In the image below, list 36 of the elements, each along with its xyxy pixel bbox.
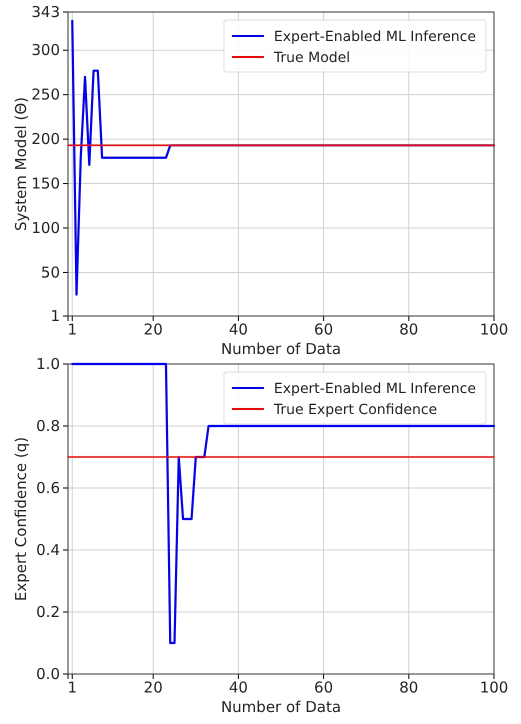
y-tick-label: 0.0 [36,664,60,683]
x-tick-label: 100 [480,320,508,339]
x-tick-label: 60 [314,678,334,697]
x-tick-label: 40 [228,320,248,339]
y-tick-label: 100 [31,218,60,237]
line-series [71,362,496,644]
x-axis-title: Number of Data [220,698,342,716]
x-tick-label: 20 [144,678,163,697]
y-tick-label: 150 [31,174,60,192]
y-tick-label: 0.2 [36,602,60,621]
x-tick-label: 100 [480,678,508,697]
y-tick-label: 0.4 [36,540,60,559]
y-tick-label: 1 [50,306,60,325]
y-tick-label: 250 [31,85,60,104]
y-axis-title: Expert Confidence (q) [12,436,30,602]
y-tick-label: 50 [40,263,60,282]
x-tick-label: 1 [67,678,78,697]
x-tick-label: 1 [67,320,78,339]
x-tick-label: 80 [399,320,418,339]
y-tick-label: 1.0 [36,354,60,373]
y-tick-label: 200 [31,130,60,148]
x-tick-label: 80 [399,678,418,697]
legend-label: Expert-Enabled ML Inference [274,29,476,45]
x-tick-label: 20 [144,320,163,339]
legend-label: True Expert Confidence [272,402,438,418]
x-tick-label: 40 [228,678,248,697]
legend-label: True Model [272,50,350,66]
legend-label: Expert-Enabled ML Inference [274,381,476,397]
y-tick-label: 0.8 [36,416,60,435]
y-tick-label: 343 [31,2,60,21]
y-tick-label: 300 [31,41,60,60]
x-axis-title: Number of Data [220,340,342,358]
y-tick-label: 0.6 [36,478,60,497]
y-axis-title: System Model (Θ) [12,96,30,232]
line-series [71,20,496,296]
x-tick-label: 60 [314,320,334,339]
